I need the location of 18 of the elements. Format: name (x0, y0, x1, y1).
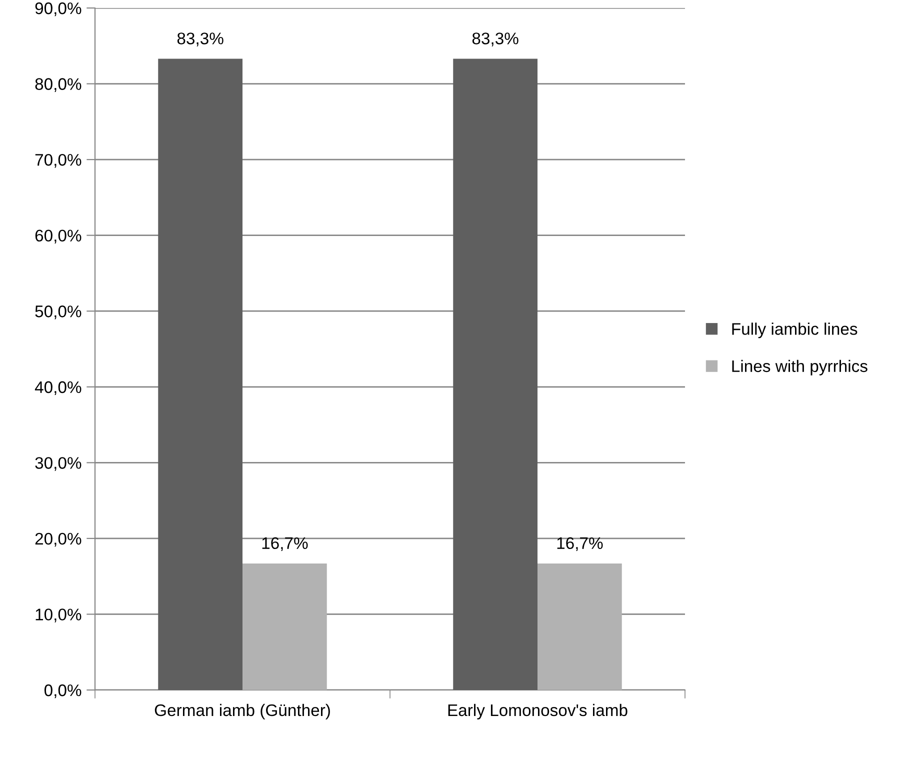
y-tick-label: 30,0% (35, 457, 82, 471)
y-tick-label: 60,0% (35, 230, 82, 244)
data-label: 16,7% (557, 537, 603, 552)
x-tick-label: German iamb (Günther) (154, 704, 330, 720)
y-tick-label: 10,0% (36, 608, 82, 622)
legend-label: Fully iambic lines (732, 322, 858, 338)
y-tick-label: 40,0% (34, 381, 82, 396)
data-label: 16,7% (262, 537, 308, 552)
y-tick-label: 20,0% (35, 532, 82, 547)
y-tick-label: 0,0% (44, 684, 82, 698)
y-tick-label: 80,0% (35, 78, 82, 92)
data-label: 83,3% (177, 32, 224, 46)
y-tick-label: 90,0% (35, 2, 82, 16)
x-tick-label: Early Lomonosov's iamb (448, 704, 628, 720)
data-label: 83,3% (472, 32, 518, 46)
y-tick-label: 70,0% (35, 154, 82, 168)
y-tick-label: 50,0% (35, 306, 82, 320)
legend-label: Lines with pyrrhics (732, 360, 868, 376)
